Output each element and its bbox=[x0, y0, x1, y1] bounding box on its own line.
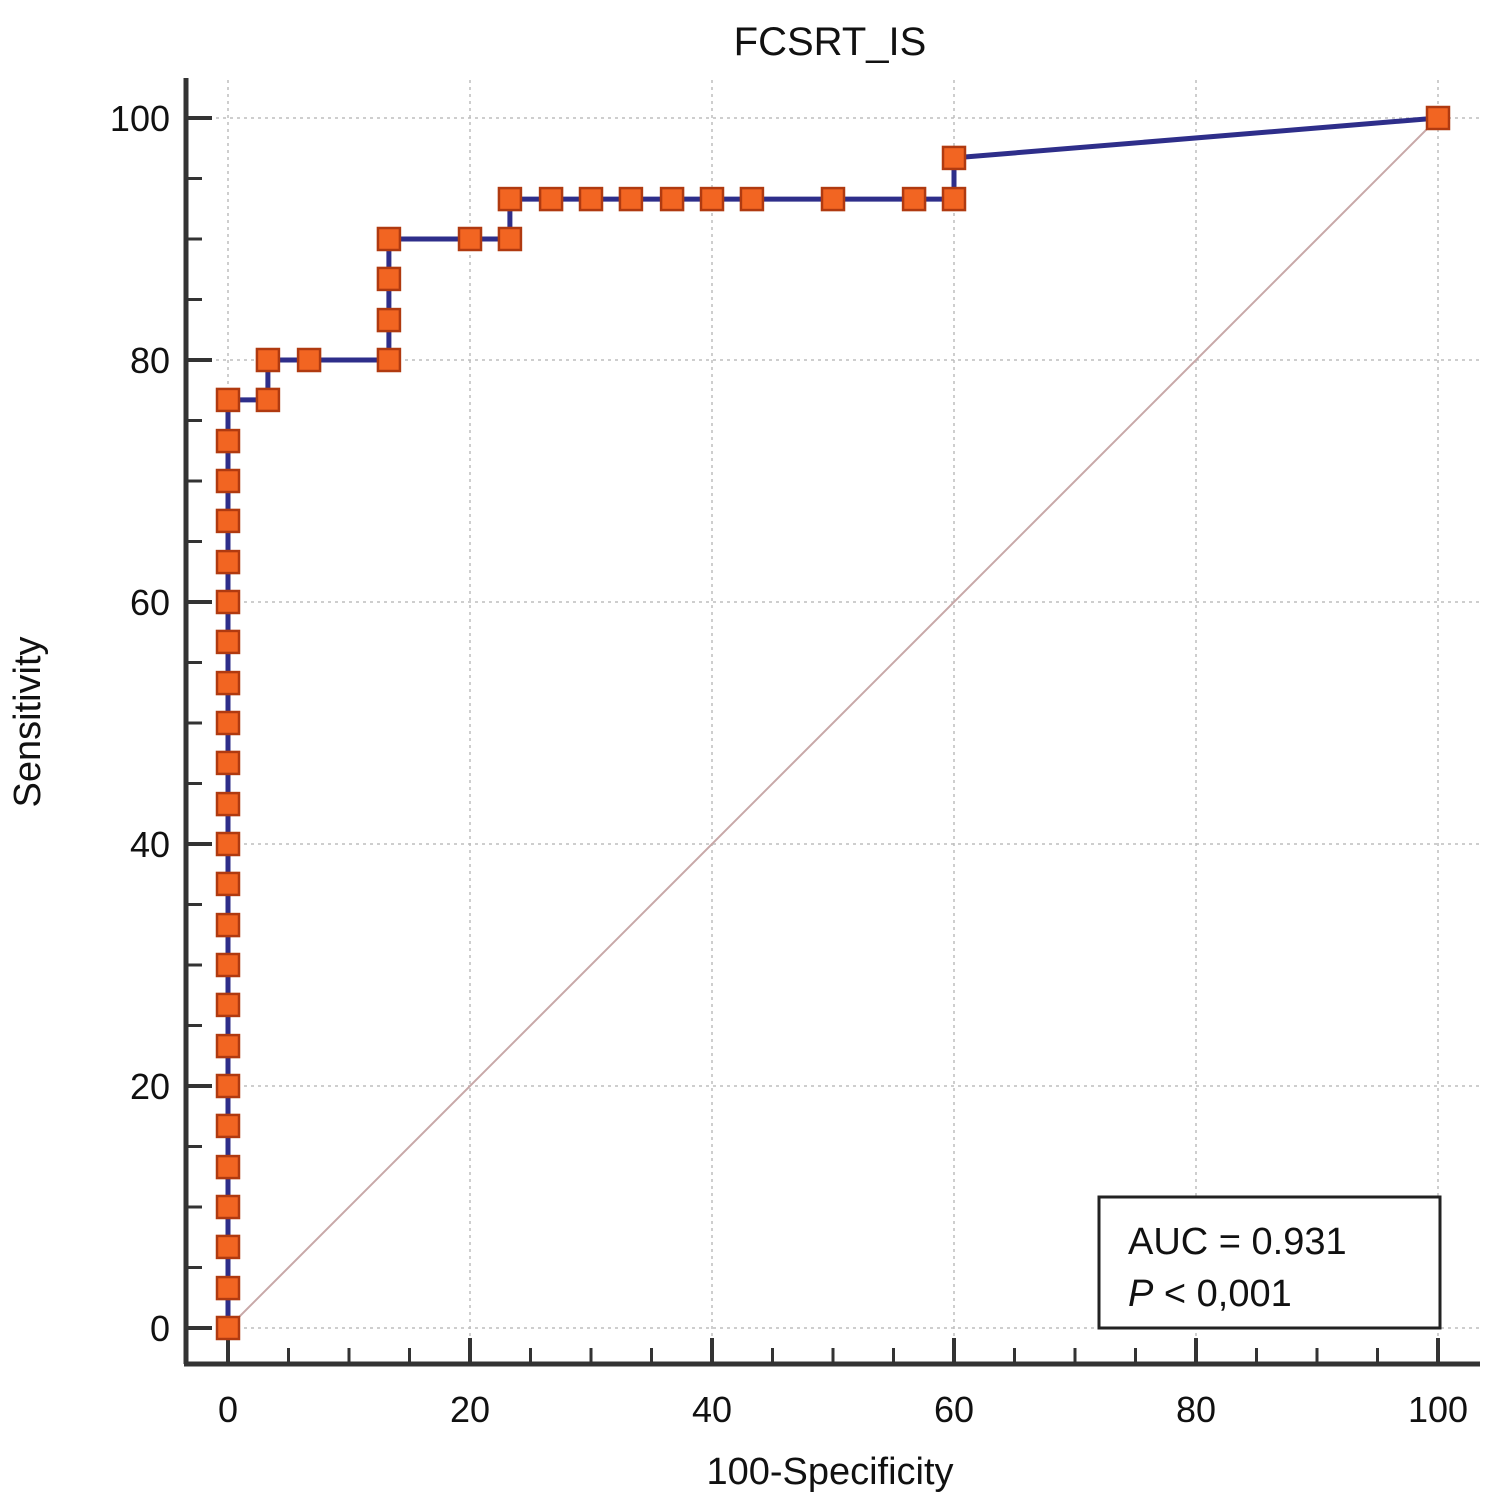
grid-lines bbox=[188, 80, 1480, 1362]
roc-point-41 bbox=[901, 186, 927, 212]
auc-value-text: AUC = 0.931 bbox=[1128, 1221, 1347, 1263]
reference-line-layer bbox=[227, 117, 1439, 1329]
x-tick-label-2: 40 bbox=[692, 1389, 732, 1430]
roc-point-1 bbox=[215, 1275, 241, 1301]
roc-point-34 bbox=[538, 186, 564, 212]
y-tick-label-2: 40 bbox=[130, 824, 170, 865]
roc-point-3 bbox=[215, 1194, 241, 1220]
roc-point-32 bbox=[497, 226, 523, 252]
roc-point-31 bbox=[457, 226, 483, 252]
roc-point-18 bbox=[215, 589, 241, 615]
auc-annotation-box: AUC = 0.931 P < 0,001 bbox=[1097, 1195, 1442, 1330]
x-tick-label-1: 20 bbox=[450, 1389, 490, 1430]
roc-point-39 bbox=[739, 186, 765, 212]
roc-point-4 bbox=[215, 1154, 241, 1180]
roc-point-20 bbox=[215, 508, 241, 534]
roc-point-33 bbox=[497, 186, 523, 212]
x-tick-label-5: 100 bbox=[1408, 1389, 1468, 1430]
reference-diagonal-line bbox=[227, 117, 1439, 1329]
roc-point-22 bbox=[215, 428, 241, 454]
roc-point-8 bbox=[215, 992, 241, 1018]
y-tick-label-1: 20 bbox=[130, 1066, 170, 1107]
roc-point-11 bbox=[215, 871, 241, 897]
roc-point-28 bbox=[376, 307, 402, 333]
p-value: < 0,001 bbox=[1153, 1273, 1291, 1315]
x-tick-label-4: 80 bbox=[1176, 1389, 1216, 1430]
roc-point-27 bbox=[376, 347, 402, 373]
roc-point-29 bbox=[376, 266, 402, 292]
y-tick-label-3: 60 bbox=[130, 582, 170, 623]
axes bbox=[183, 78, 1480, 1367]
roc-point-5 bbox=[215, 1113, 241, 1139]
roc-point-0 bbox=[215, 1315, 241, 1341]
p-symbol: P bbox=[1128, 1273, 1154, 1315]
roc-point-13 bbox=[215, 791, 241, 817]
roc-point-9 bbox=[215, 952, 241, 978]
roc-point-2 bbox=[215, 1234, 241, 1260]
roc-point-17 bbox=[215, 629, 241, 655]
y-tick-label-0: 0 bbox=[150, 1308, 170, 1349]
roc-point-26 bbox=[296, 347, 322, 373]
roc-point-23 bbox=[215, 387, 241, 413]
roc-point-7 bbox=[215, 1033, 241, 1059]
tick-labels: 0 20 40 60 80 100 0 20 40 60 80 100 bbox=[110, 98, 1468, 1430]
roc-point-30 bbox=[376, 226, 402, 252]
chart-title: FCSRT_IS bbox=[734, 20, 927, 64]
x-tick-label-3: 60 bbox=[934, 1389, 974, 1430]
roc-point-25 bbox=[255, 347, 281, 373]
roc-point-14 bbox=[215, 750, 241, 776]
roc-point-36 bbox=[618, 186, 644, 212]
roc-markers-layer bbox=[215, 105, 1451, 1341]
roc-point-24 bbox=[255, 387, 281, 413]
roc-point-35 bbox=[578, 186, 604, 212]
roc-point-16 bbox=[215, 670, 241, 696]
y-tick-label-4: 80 bbox=[130, 340, 170, 381]
y-tick-label-5: 100 bbox=[110, 98, 170, 139]
roc-point-38 bbox=[699, 186, 725, 212]
roc-point-40 bbox=[820, 186, 846, 212]
roc-point-19 bbox=[215, 549, 241, 575]
x-tick-label-0: 0 bbox=[218, 1389, 238, 1430]
roc-point-15 bbox=[215, 710, 241, 736]
annotation-frame bbox=[1097, 1195, 1442, 1330]
roc-point-44 bbox=[1425, 105, 1451, 131]
roc-point-37 bbox=[659, 186, 685, 212]
roc-point-42 bbox=[941, 186, 967, 212]
roc-point-12 bbox=[215, 831, 241, 857]
roc-point-43 bbox=[941, 145, 967, 171]
roc-point-21 bbox=[215, 468, 241, 494]
y-axis-label: Sensitivity bbox=[7, 636, 49, 807]
p-value-text: P < 0,001 bbox=[1128, 1273, 1292, 1315]
roc-point-10 bbox=[215, 912, 241, 938]
roc-point-6 bbox=[215, 1073, 241, 1099]
x-axis-label: 100-Specificity bbox=[706, 1451, 953, 1493]
